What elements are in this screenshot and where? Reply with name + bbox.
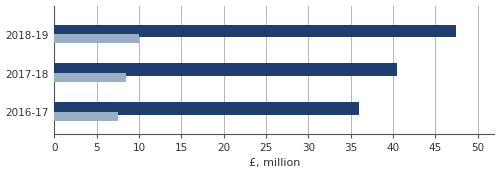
Bar: [54, 73, 127, 82]
Bar: [54, 64, 397, 76]
Bar: [54, 25, 456, 37]
Bar: [54, 34, 139, 43]
Bar: [54, 112, 118, 121]
Bar: [54, 102, 359, 115]
X-axis label: £, million: £, million: [249, 159, 300, 168]
